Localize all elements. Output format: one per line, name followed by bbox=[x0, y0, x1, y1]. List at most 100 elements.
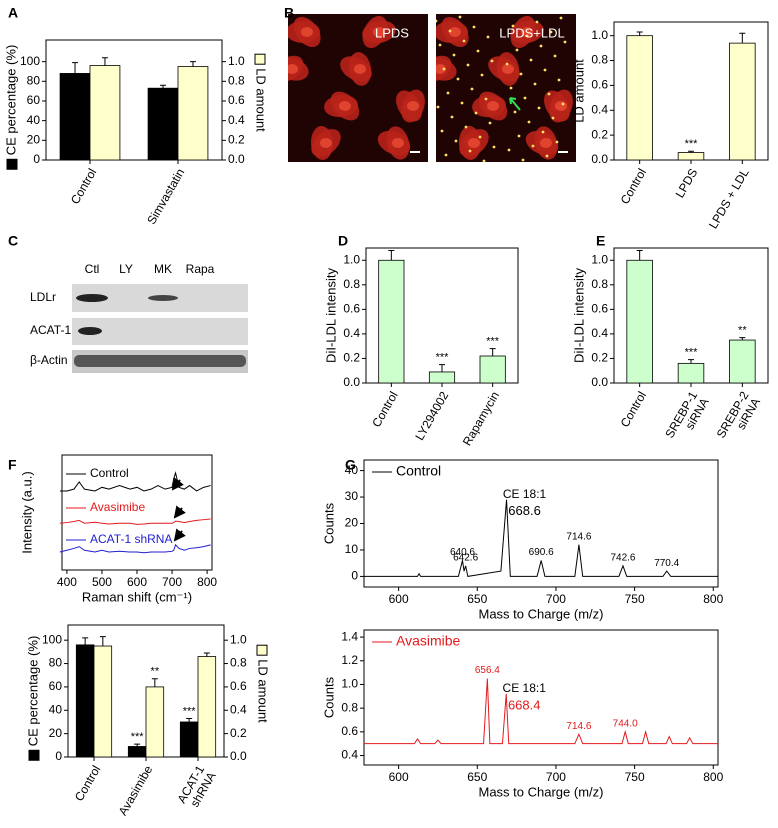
y-tick-label: 60 bbox=[27, 93, 41, 107]
nucleus bbox=[436, 64, 446, 74]
legend-label: Avasimibe bbox=[90, 500, 145, 514]
error-bar bbox=[688, 150, 694, 153]
y-tick-label: 1.4 bbox=[341, 629, 358, 643]
peak-label: 690.6 bbox=[529, 547, 554, 558]
data-line bbox=[364, 499, 718, 577]
y2-axis-title: LD amount bbox=[254, 68, 269, 132]
x-tick-label: Control bbox=[369, 389, 400, 430]
bar bbox=[428, 371, 456, 384]
y-tick-label: 0 bbox=[55, 749, 62, 763]
y-tick-label: 0.2 bbox=[343, 351, 360, 365]
x-tick-label: ACAT-1shRNA bbox=[175, 763, 219, 812]
y-tick-label: 0.6 bbox=[591, 302, 608, 316]
y-tick-label: 30 bbox=[345, 489, 359, 503]
x-tick-label: 500 bbox=[92, 575, 112, 589]
error-bar bbox=[82, 637, 89, 645]
error-bar bbox=[688, 359, 694, 364]
y-axis-title: Intensity (a.u.) bbox=[19, 471, 34, 553]
micrograph bbox=[288, 14, 428, 162]
lipid-droplet bbox=[539, 44, 543, 48]
lipid-droplet bbox=[436, 19, 438, 23]
lipid-droplet bbox=[543, 68, 547, 72]
y-tick-label: 0.8 bbox=[341, 700, 358, 714]
green-arrow bbox=[509, 97, 521, 111]
bar bbox=[626, 35, 653, 161]
y2-tick-label: 0.8 bbox=[230, 656, 247, 670]
legend-swatch bbox=[6, 158, 18, 170]
blot-band bbox=[78, 327, 102, 335]
lipid-droplet bbox=[555, 140, 559, 144]
y-tick-label: 0.6 bbox=[341, 724, 358, 738]
data-line bbox=[59, 543, 211, 554]
y2-tick-label: 0.6 bbox=[228, 93, 245, 107]
y2-tick-label: 0.2 bbox=[230, 726, 247, 740]
plot-frame bbox=[363, 629, 719, 766]
x-axis-title: Mass to Charge (m/z) bbox=[479, 784, 604, 799]
bar bbox=[147, 87, 179, 161]
error-bar bbox=[439, 364, 445, 372]
lipid-droplet bbox=[436, 105, 440, 109]
x-tick-label: LPDS bbox=[673, 166, 701, 200]
blot-row: β-Actin bbox=[30, 353, 68, 367]
y-tick-label: 0.2 bbox=[591, 351, 608, 365]
data-line bbox=[59, 518, 211, 525]
lipid-droplet bbox=[563, 40, 567, 44]
bar bbox=[179, 721, 199, 758]
error-bar bbox=[636, 249, 643, 261]
error-bar bbox=[636, 31, 643, 36]
x-tick-label: 700 bbox=[162, 575, 182, 589]
lipid-droplet bbox=[468, 149, 472, 153]
y-tick-label: 0.8 bbox=[591, 277, 608, 291]
y-axis-title: DiI-LDL intensity bbox=[571, 268, 586, 363]
x-tick-label: Rapamycin bbox=[460, 389, 502, 448]
nucleus bbox=[373, 27, 385, 37]
lipid-droplet bbox=[517, 134, 521, 138]
nucleus bbox=[555, 101, 567, 111]
peak-label: 642.6 bbox=[453, 552, 478, 563]
micrograph bbox=[436, 14, 576, 162]
arrow bbox=[173, 505, 186, 519]
lipid-droplet bbox=[466, 63, 470, 67]
arrow bbox=[171, 477, 184, 491]
plot-frame bbox=[45, 39, 223, 161]
bar bbox=[378, 259, 405, 384]
x-tick-label: 700 bbox=[546, 770, 566, 784]
nucleus bbox=[521, 27, 533, 37]
y-tick-label: 0.6 bbox=[591, 78, 608, 92]
y2-tick-label: 0.8 bbox=[228, 73, 245, 87]
blot-column: LY bbox=[119, 262, 133, 276]
lipid-droplet bbox=[450, 115, 454, 119]
panel-letter: F bbox=[8, 457, 17, 473]
significance: ** bbox=[151, 666, 160, 678]
lipid-droplet bbox=[549, 30, 553, 34]
bar bbox=[145, 686, 165, 758]
peak-label: 714.6 bbox=[566, 531, 591, 542]
panel-letter: E bbox=[596, 233, 605, 249]
blot-band bbox=[76, 294, 108, 302]
legend-label: Control bbox=[90, 466, 129, 480]
blot-band bbox=[148, 295, 178, 301]
lipid-droplet bbox=[488, 121, 492, 125]
nucleus bbox=[407, 101, 419, 111]
lipid-droplet bbox=[551, 116, 555, 120]
x-tick-label: 400 bbox=[57, 575, 77, 589]
peak-label: 744.0 bbox=[613, 718, 638, 729]
bar bbox=[677, 362, 705, 384]
nucleus bbox=[487, 101, 499, 111]
error-bar bbox=[101, 57, 108, 66]
y-tick-label: 1.2 bbox=[341, 653, 358, 667]
lipid-droplet bbox=[545, 154, 549, 158]
bar bbox=[75, 644, 95, 758]
panel-letter: C bbox=[8, 233, 18, 249]
blot-column: MK bbox=[154, 262, 172, 276]
significance: ** bbox=[738, 324, 747, 336]
x-tick-label: Control bbox=[72, 763, 103, 804]
blot-row: LDLr bbox=[30, 290, 56, 304]
x-tick-label: Simvastatin bbox=[144, 166, 187, 227]
panel-letter: A bbox=[8, 5, 18, 21]
significance: *** bbox=[183, 705, 197, 717]
lipid-droplet bbox=[561, 102, 565, 106]
lipid-droplet bbox=[460, 101, 464, 105]
y2-tick-label: 0.6 bbox=[230, 679, 247, 693]
